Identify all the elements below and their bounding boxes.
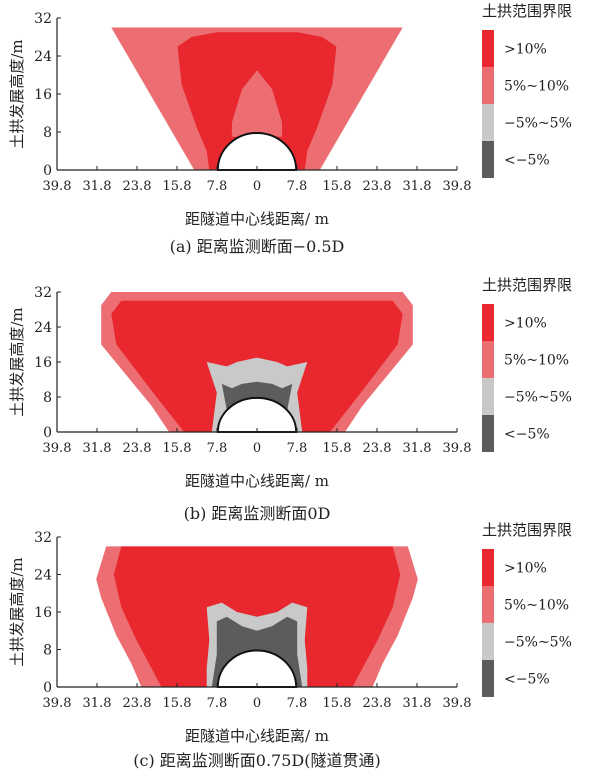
legend-swatch <box>482 67 494 104</box>
y-axis-label: 土拱发展高度/m <box>8 557 26 666</box>
y-tick-label: 16 <box>34 605 52 621</box>
legend-label: −5%~5% <box>504 635 572 651</box>
y-tick-label: 32 <box>34 530 52 546</box>
tunnel-outline <box>216 649 298 688</box>
x-tick-label: 31.8 <box>83 441 112 456</box>
x-tick-label: 23.8 <box>123 696 152 711</box>
legend-label: −5%~5% <box>504 390 572 406</box>
legend-swatch <box>482 586 494 623</box>
y-tick-label: 32 <box>34 11 52 27</box>
legend-label: 5%~10% <box>504 598 569 614</box>
tunnel-outline <box>216 131 298 171</box>
legend-swatch <box>482 549 494 586</box>
y-tick-label: 0 <box>43 680 52 696</box>
x-tick-label: 31.8 <box>403 696 432 711</box>
y-tick-label: 24 <box>34 49 52 65</box>
x-tick-label: 7.8 <box>287 441 308 456</box>
x-tick-label: 39.8 <box>43 179 72 194</box>
y-tick-label: 8 <box>43 643 52 659</box>
legend-title: 土拱范围界限 <box>482 276 572 294</box>
x-tick-label: 23.8 <box>123 179 152 194</box>
chart-panel-a: 0 8 16 24 32 39.8 31.8 23.8 15.8 7.8 0 7.8 15.8 23.8 3… <box>8 2 572 256</box>
y-axis-label: 土拱发展高度/m <box>8 307 26 416</box>
legend-swatch <box>482 104 494 141</box>
x-tick-label: 39.8 <box>443 441 472 456</box>
legend-title: 土拱范围界限 <box>482 521 572 539</box>
legend-label: <−5% <box>504 153 550 169</box>
y-tick-label: 8 <box>43 125 52 141</box>
y-tick-label: 24 <box>34 568 52 584</box>
legend-swatch <box>482 30 494 67</box>
legend-label: −5%~5% <box>504 116 572 132</box>
legend-swatch <box>482 660 494 697</box>
tunnel-outline <box>216 396 298 433</box>
x-tick-label: 15.8 <box>323 441 352 456</box>
legend: 土拱范围界限 >10% 5%~10% −5%~5% <−5% <box>482 521 572 697</box>
x-tick-label: 0 <box>253 441 261 456</box>
legend-title: 土拱范围界限 <box>482 2 572 20</box>
legend: 土拱范围界限 >10% 5%~10% −5%~5% <−5% <box>482 2 572 178</box>
legend-swatch <box>482 378 494 415</box>
y-tick-label: 32 <box>34 285 52 301</box>
legend-swatch <box>482 415 494 452</box>
x-tick-label: 31.8 <box>403 179 432 194</box>
y-tick-label: 24 <box>34 320 52 336</box>
x-tick-label: 15.8 <box>163 179 192 194</box>
x-tick-label: 39.8 <box>43 441 72 456</box>
panel-caption: (b) 距离监测断面0D <box>184 504 331 523</box>
x-tick-label: 7.8 <box>287 696 308 711</box>
y-tick-label: 8 <box>43 390 52 406</box>
legend-label: <−5% <box>504 672 550 688</box>
plot-area <box>111 27 403 170</box>
legend-label: <−5% <box>504 427 550 443</box>
x-tick-label: 15.8 <box>163 441 192 456</box>
x-tick-label: 15.8 <box>323 696 352 711</box>
x-tick-label: 15.8 <box>323 179 352 194</box>
legend-label: 5%~10% <box>504 79 569 95</box>
legend-swatch <box>482 304 494 341</box>
x-tick-label: 7.8 <box>207 179 228 194</box>
legend: 土拱范围界限 >10% 5%~10% −5%~5% <−5% <box>482 276 572 452</box>
panel-caption: (a) 距离监测断面−0.5D <box>170 237 345 256</box>
region-510-2 <box>231 70 283 137</box>
x-tick-label: 7.8 <box>207 441 228 456</box>
x-tick-label: 23.8 <box>123 441 152 456</box>
x-axis-label: 距隧道中心线距离/ m <box>185 472 329 490</box>
x-tick-label: 31.8 <box>83 179 112 194</box>
legend-swatch <box>482 341 494 378</box>
y-axis-label: 土拱发展高度/m <box>8 39 26 148</box>
x-tick-label: 23.8 <box>363 179 392 194</box>
x-tick-label: 0 <box>253 696 261 711</box>
y-tick-label: 0 <box>43 163 52 179</box>
x-tick-label: 15.8 <box>163 696 192 711</box>
x-axis-label: 距隧道中心线距离/ m <box>185 727 329 745</box>
x-tick-label: 23.8 <box>363 696 392 711</box>
x-tick-label: 39.8 <box>443 179 472 194</box>
chart-panel-c: 0 8 16 24 32 39.8 31.8 23.8 15.8 7.8 0 7.8 15.8 23.8 3… <box>8 521 572 770</box>
x-axis-label: 距隧道中心线距离/ m <box>185 210 329 228</box>
legend-label: >10% <box>504 561 547 577</box>
legend-swatch <box>482 141 494 178</box>
y-tick-label: 16 <box>34 87 52 103</box>
legend-swatch <box>482 623 494 660</box>
legend-label: 5%~10% <box>504 353 569 369</box>
x-tick-label: 39.8 <box>443 696 472 711</box>
panel-caption: (c) 距离监测断面0.75D(隧道贯通) <box>133 751 380 770</box>
chart-panel-b: 0 8 16 24 32 39.8 31.8 23.8 15.8 7.8 0 7.8 15.8 23.8 3… <box>8 276 572 523</box>
x-tick-label: 0 <box>253 179 261 194</box>
legend-label: >10% <box>504 42 547 58</box>
x-tick-label: 7.8 <box>207 696 228 711</box>
x-tick-label: 39.8 <box>43 696 72 711</box>
legend-label: >10% <box>504 316 547 332</box>
y-tick-label: 16 <box>34 355 52 371</box>
x-tick-label: 23.8 <box>363 441 392 456</box>
x-tick-label: 31.8 <box>403 441 432 456</box>
y-tick-label: 0 <box>43 425 52 441</box>
x-tick-label: 7.8 <box>287 179 308 194</box>
x-tick-label: 31.8 <box>83 696 112 711</box>
